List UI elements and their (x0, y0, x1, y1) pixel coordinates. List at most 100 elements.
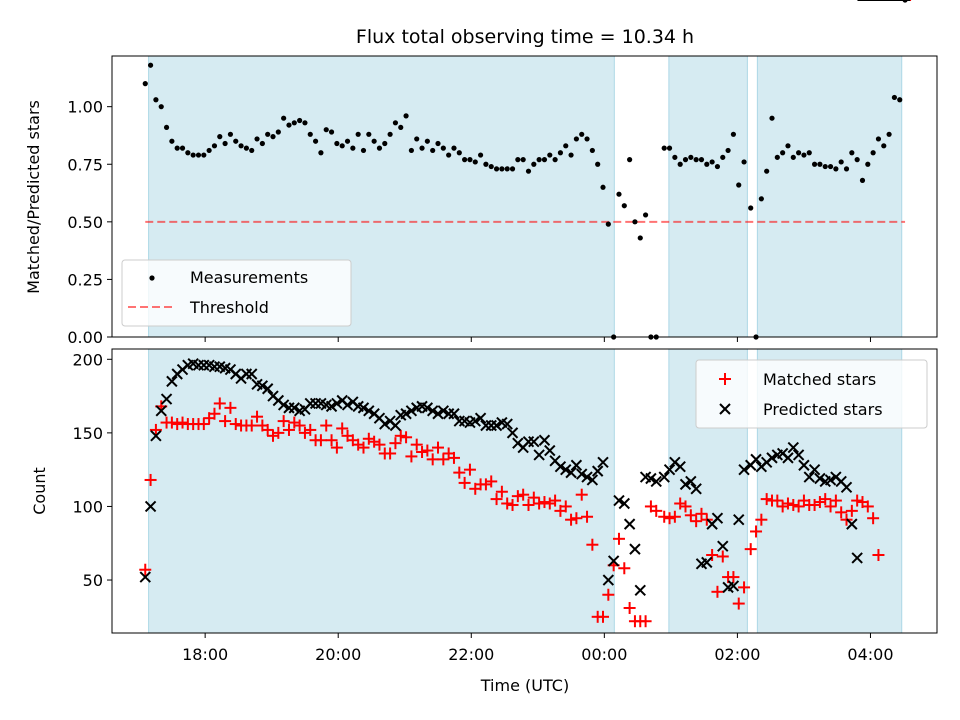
predicted-star-point (717, 540, 729, 552)
matched-star-point (277, 415, 290, 428)
y-tick-label: 0.75 (67, 155, 103, 174)
legend-measurements-marker (149, 275, 155, 281)
measurement-point (424, 138, 430, 144)
measurement-point (360, 147, 367, 154)
measurement-point (403, 113, 409, 119)
measurement-point (525, 168, 532, 174)
predicted-stars-points (139, 0, 911, 597)
predicted-star-point (690, 483, 702, 495)
measurement-point (859, 177, 866, 183)
predicted-star-point (814, 472, 826, 485)
matched-star-point (165, 416, 178, 429)
predicted-star-point (538, 434, 551, 446)
matched-star-point (668, 510, 681, 523)
matched-star-point (208, 407, 221, 420)
measurement-point (881, 143, 887, 149)
measurement-point (891, 94, 898, 101)
measurement-point (323, 127, 329, 133)
measurement-point (275, 129, 281, 135)
measurement-point (605, 221, 611, 227)
matched-star-point (716, 550, 729, 563)
x-tick-label: 00:00 (581, 645, 627, 664)
measurement-point (589, 147, 595, 154)
measurement-point (206, 147, 212, 154)
y-tick-label: 150 (72, 424, 103, 443)
measurement-point (233, 138, 239, 144)
predicted-star-point (824, 474, 837, 486)
bottom-x-ticks: 18:00 20:00 22:00 00:00 02:00 04:00 (182, 633, 894, 664)
matched-star-point (781, 497, 794, 510)
predicted-star-point (602, 574, 615, 586)
measurement-point (387, 131, 393, 137)
measurement-point (174, 145, 180, 151)
matched-star-point (538, 496, 551, 509)
measurement-point (730, 131, 737, 137)
predicted-star-point (155, 405, 167, 417)
matched-star-point (330, 441, 343, 454)
measurement-point (552, 157, 558, 163)
matched-star-point (171, 418, 184, 431)
measurement-point (666, 145, 673, 151)
measurement-point (259, 140, 265, 147)
matched-star-point (389, 437, 402, 450)
matched-star-point (732, 597, 745, 610)
measurement-point (849, 150, 855, 156)
matched-star-point (224, 401, 237, 414)
bottom-legend-box (695, 359, 928, 429)
matched-star-point (362, 432, 375, 445)
matched-star-point (829, 494, 842, 507)
predicted-star-point (840, 481, 853, 494)
predicted-star-point (798, 459, 810, 471)
y-tick-label: 0.25 (67, 270, 103, 289)
measurement-point (536, 157, 542, 163)
measurement-point (637, 235, 643, 241)
measurement-point (801, 152, 807, 158)
predicted-star-point (738, 463, 750, 476)
predicted-star-point (607, 555, 620, 567)
predicted-star-point (256, 380, 269, 392)
top-y-ticks: 0.00 0.25 0.50 0.75 1.00 (67, 98, 112, 347)
matched-star-point (559, 500, 572, 513)
predicted-star-point (437, 405, 450, 417)
predicted-star-point (150, 430, 162, 442)
predicted-star-point (533, 449, 545, 461)
y-tick-label: 50 (83, 571, 103, 590)
y-tick-label: 200 (72, 350, 103, 369)
measurement-point (371, 138, 377, 144)
predicted-star-point (357, 402, 370, 414)
measurement-point (541, 157, 548, 163)
matched-star-point (517, 488, 530, 501)
predicted-star-point (597, 456, 609, 469)
measurement-point (201, 152, 207, 158)
bottom-axes-frame (111, 348, 938, 634)
y-tick-label: 1.00 (67, 98, 103, 117)
x-axis-label: Time (UTC) (480, 676, 569, 695)
measurement-point (382, 140, 388, 147)
predicted-star-point (733, 513, 745, 526)
matched-star-point (755, 513, 768, 526)
matched-star-point (771, 494, 784, 507)
measurement-point (185, 150, 191, 156)
matched-star-point (808, 498, 821, 511)
measurement-point (854, 157, 860, 163)
predicted-star-point (570, 459, 583, 471)
predicted-star-point (679, 478, 692, 491)
predicted-star-point (341, 399, 354, 411)
predicted-star-point (379, 418, 391, 430)
matched-star-point (261, 423, 274, 436)
predicted-star-point (166, 375, 178, 388)
matched-star-point (744, 543, 757, 556)
measurement-point (477, 152, 484, 158)
measurement-point (297, 117, 303, 124)
measurement-point (249, 147, 255, 154)
matched-star-point (650, 504, 663, 517)
matched-star-point (581, 510, 594, 523)
predicted-star-point (787, 441, 799, 454)
top-axes-frame (111, 55, 938, 338)
predicted-star-point (544, 444, 556, 457)
measurement-point (339, 143, 345, 149)
measurement-point (796, 150, 802, 156)
measurement-point (291, 120, 297, 126)
matched-star-point (597, 610, 610, 623)
predicted-star-point (634, 584, 646, 597)
